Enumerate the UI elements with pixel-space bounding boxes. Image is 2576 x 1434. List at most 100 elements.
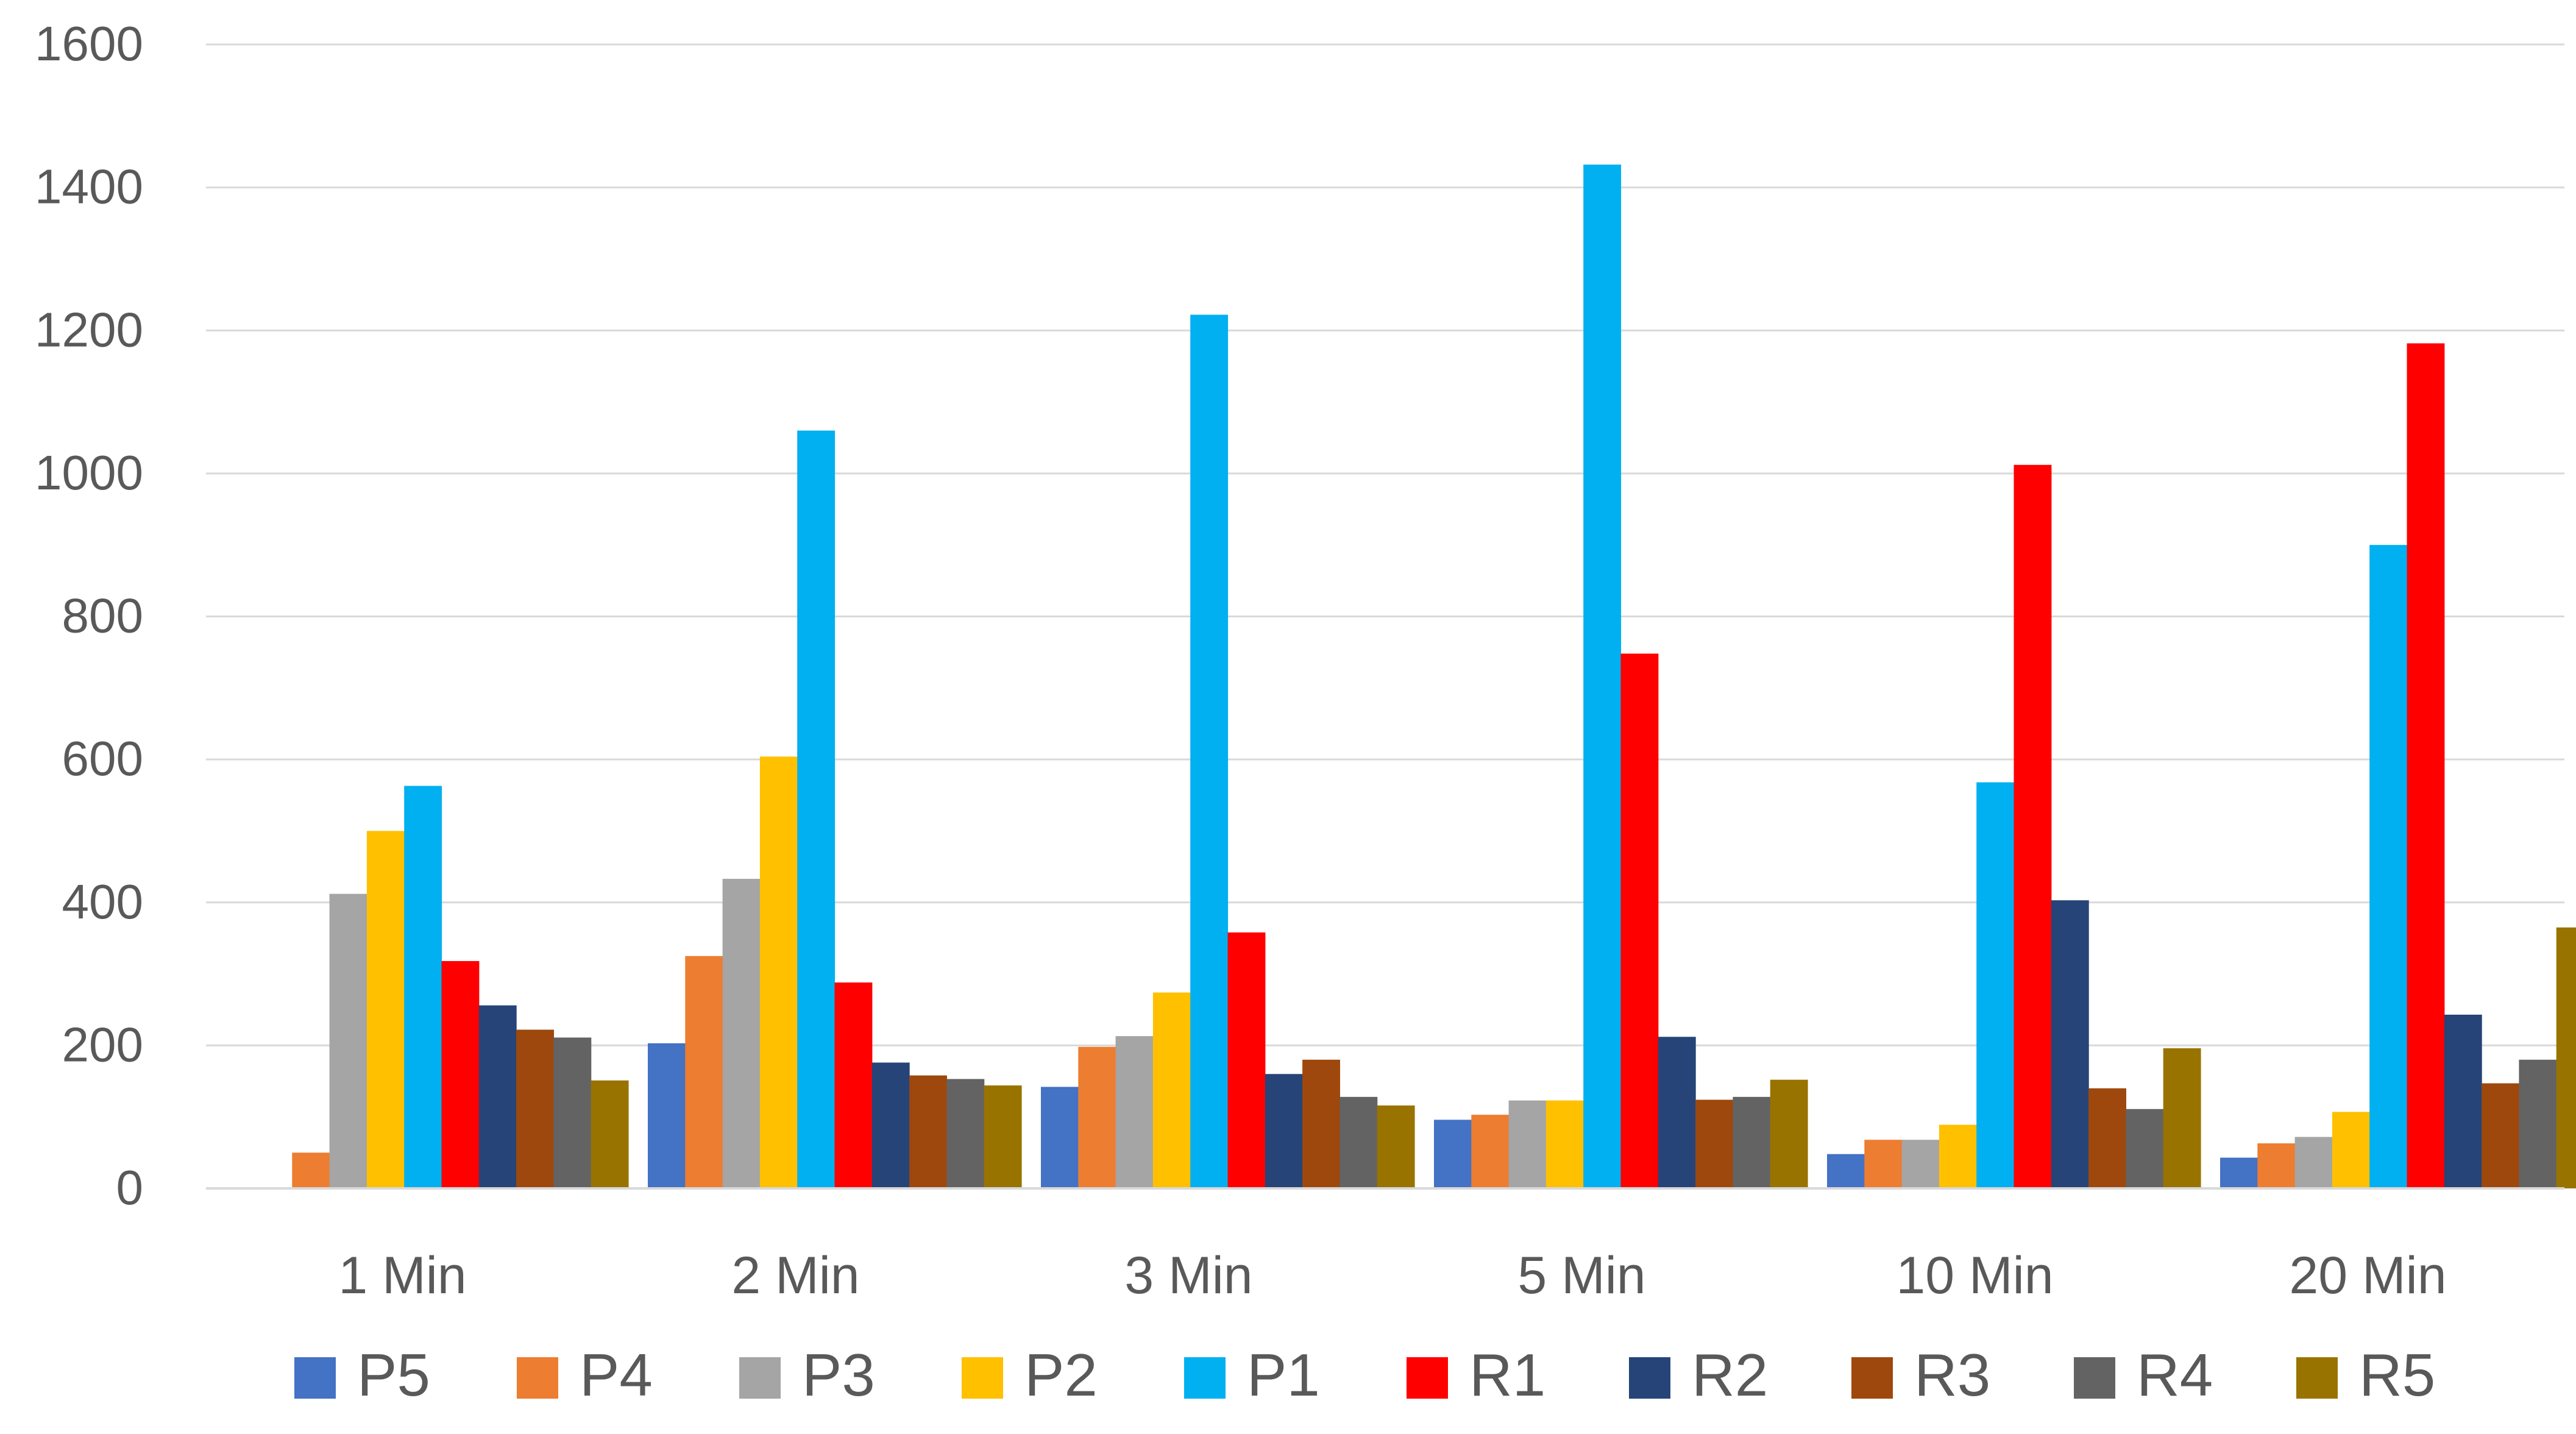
bar-p4-3-min: [1078, 1046, 1116, 1188]
legend-label-p2: P2: [1024, 1341, 1098, 1408]
legend-swatch-p2: [962, 1357, 1003, 1399]
legend-label-r4: R4: [2137, 1341, 2213, 1408]
y-tick-label: 1400: [35, 160, 143, 214]
bar-r1-3-min: [1227, 932, 1266, 1188]
bar-r2-1-min: [478, 1005, 517, 1188]
bar-r5-10-min: [2163, 1048, 2201, 1188]
bar-p1-5-min: [1583, 165, 1622, 1189]
y-tick-label: 600: [62, 731, 143, 786]
bar-r5-5-min: [1770, 1079, 1808, 1188]
legend-label-p4: P4: [580, 1341, 653, 1408]
bar-p2-1-min: [366, 831, 405, 1188]
bar-p1-10-min: [1976, 782, 2015, 1188]
bar-r3-20-min: [2482, 1083, 2519, 1188]
legend-label-p3: P3: [802, 1341, 875, 1408]
bar-r4-1-min: [553, 1037, 592, 1188]
bar-r5-1-min: [591, 1080, 629, 1188]
legend-swatch-r3: [1851, 1357, 1893, 1399]
bar-p5-20-min: [2220, 1157, 2258, 1188]
bar-r3-3-min: [1302, 1059, 1340, 1188]
bar-p3-10-min: [1901, 1140, 1940, 1188]
bar-r4-2-min: [946, 1079, 985, 1188]
y-tick-label: 1200: [35, 302, 143, 357]
y-tick-label: 0: [116, 1160, 144, 1215]
bar-p3-2-min: [722, 879, 761, 1188]
x-tick-label: 3 Min: [1124, 1246, 1252, 1305]
bar-p3-3-min: [1115, 1036, 1154, 1188]
bar-r5-2-min: [984, 1085, 1022, 1188]
bar-r3-5-min: [1695, 1099, 1733, 1188]
bar-r2-2-min: [871, 1062, 910, 1188]
bars: [292, 165, 2576, 1189]
bar-r4-5-min: [1733, 1096, 1771, 1188]
bar-p5-2-min: [648, 1043, 686, 1188]
y-tick-label: 200: [62, 1017, 143, 1071]
bar-p4-2-min: [685, 956, 723, 1188]
legend-swatch-p1: [1184, 1357, 1226, 1399]
bar-r2-10-min: [2051, 900, 2089, 1188]
y-tick-label: 400: [62, 875, 143, 929]
bar-p5-5-min: [1434, 1120, 1472, 1188]
axes: 0 200 400 600 800 1000 1200 1400 1600 1 Min 2 Min 3…: [35, 16, 2564, 1305]
bar-p5-3-min: [1041, 1087, 1079, 1188]
legend-swatch-p3: [739, 1357, 781, 1399]
bar-p3-5-min: [1508, 1100, 1547, 1188]
bar-r2-3-min: [1265, 1074, 1303, 1188]
bar-p4-20-min: [2257, 1143, 2296, 1188]
legend-label-p1: P1: [1247, 1341, 1320, 1408]
bar-p2-20-min: [2332, 1112, 2370, 1188]
legend-label-r2: R2: [1692, 1341, 1768, 1408]
bar-r3-1-min: [516, 1029, 554, 1188]
bar-p2-5-min: [1545, 1100, 1584, 1188]
bar-r1-20-min: [2407, 343, 2445, 1189]
bar-p4-5-min: [1471, 1115, 1510, 1188]
legend-label-p5: P5: [357, 1341, 430, 1408]
x-tick-label: 2 Min: [731, 1246, 859, 1305]
legend-label-r1: R1: [1469, 1341, 1545, 1408]
legend-label-r3: R3: [1914, 1341, 1990, 1408]
bar-p4-1-min: [292, 1152, 330, 1188]
legend-swatch-p4: [517, 1357, 558, 1399]
bar-r1-1-min: [441, 960, 480, 1188]
legend-swatch-r1: [1407, 1357, 1448, 1399]
bar-p1-3-min: [1190, 314, 1229, 1189]
bar-p1-2-min: [797, 430, 836, 1188]
x-tick-label: 5 Min: [1517, 1246, 1645, 1305]
bar-p3-1-min: [329, 893, 367, 1188]
legend-swatch-r4: [2074, 1357, 2115, 1399]
x-tick-label: 20 Min: [2289, 1246, 2446, 1305]
legend: P5 P4 P3 P2 P1 R1 R2 R3 R4 R5: [294, 1341, 2435, 1408]
bar-r1-10-min: [2014, 464, 2052, 1188]
legend-swatch-p5: [294, 1357, 336, 1399]
bar-p5-10-min: [1827, 1154, 1865, 1188]
legend-swatch-r2: [1629, 1357, 1670, 1399]
bar-p2-2-min: [759, 756, 798, 1188]
bar-r2-5-min: [1658, 1037, 1696, 1188]
x-tick-label: 1 Min: [338, 1246, 466, 1305]
bar-p3-20-min: [2294, 1137, 2333, 1188]
bar-r2-20-min: [2444, 1014, 2482, 1188]
bar-r3-10-min: [2088, 1088, 2126, 1188]
bar-p1-20-min: [2369, 545, 2408, 1188]
bar-r4-20-min: [2519, 1059, 2557, 1188]
bar-r5-20-min: [2556, 927, 2576, 1188]
bar-p2-10-min: [1939, 1124, 1977, 1188]
bar-p4-10-min: [1864, 1140, 1903, 1188]
bar-r1-2-min: [834, 982, 873, 1188]
bar-r5-3-min: [1377, 1105, 1415, 1188]
bar-r1-5-min: [1620, 653, 1659, 1188]
bar-p2-3-min: [1152, 992, 1191, 1188]
legend-swatch-r5: [2296, 1357, 2338, 1399]
gridlines: [206, 43, 2564, 1046]
legend-label-r5: R5: [2359, 1341, 2435, 1408]
bar-p1-1-min: [404, 786, 442, 1188]
x-tick-label: 10 Min: [1896, 1246, 2053, 1305]
y-tick-label: 1000: [35, 445, 143, 500]
y-tick-label: 1600: [35, 16, 143, 71]
bar-r4-10-min: [2126, 1109, 2164, 1188]
y-tick-label: 800: [62, 589, 143, 643]
bar-r4-3-min: [1339, 1096, 1378, 1188]
bar-r3-2-min: [909, 1075, 947, 1188]
